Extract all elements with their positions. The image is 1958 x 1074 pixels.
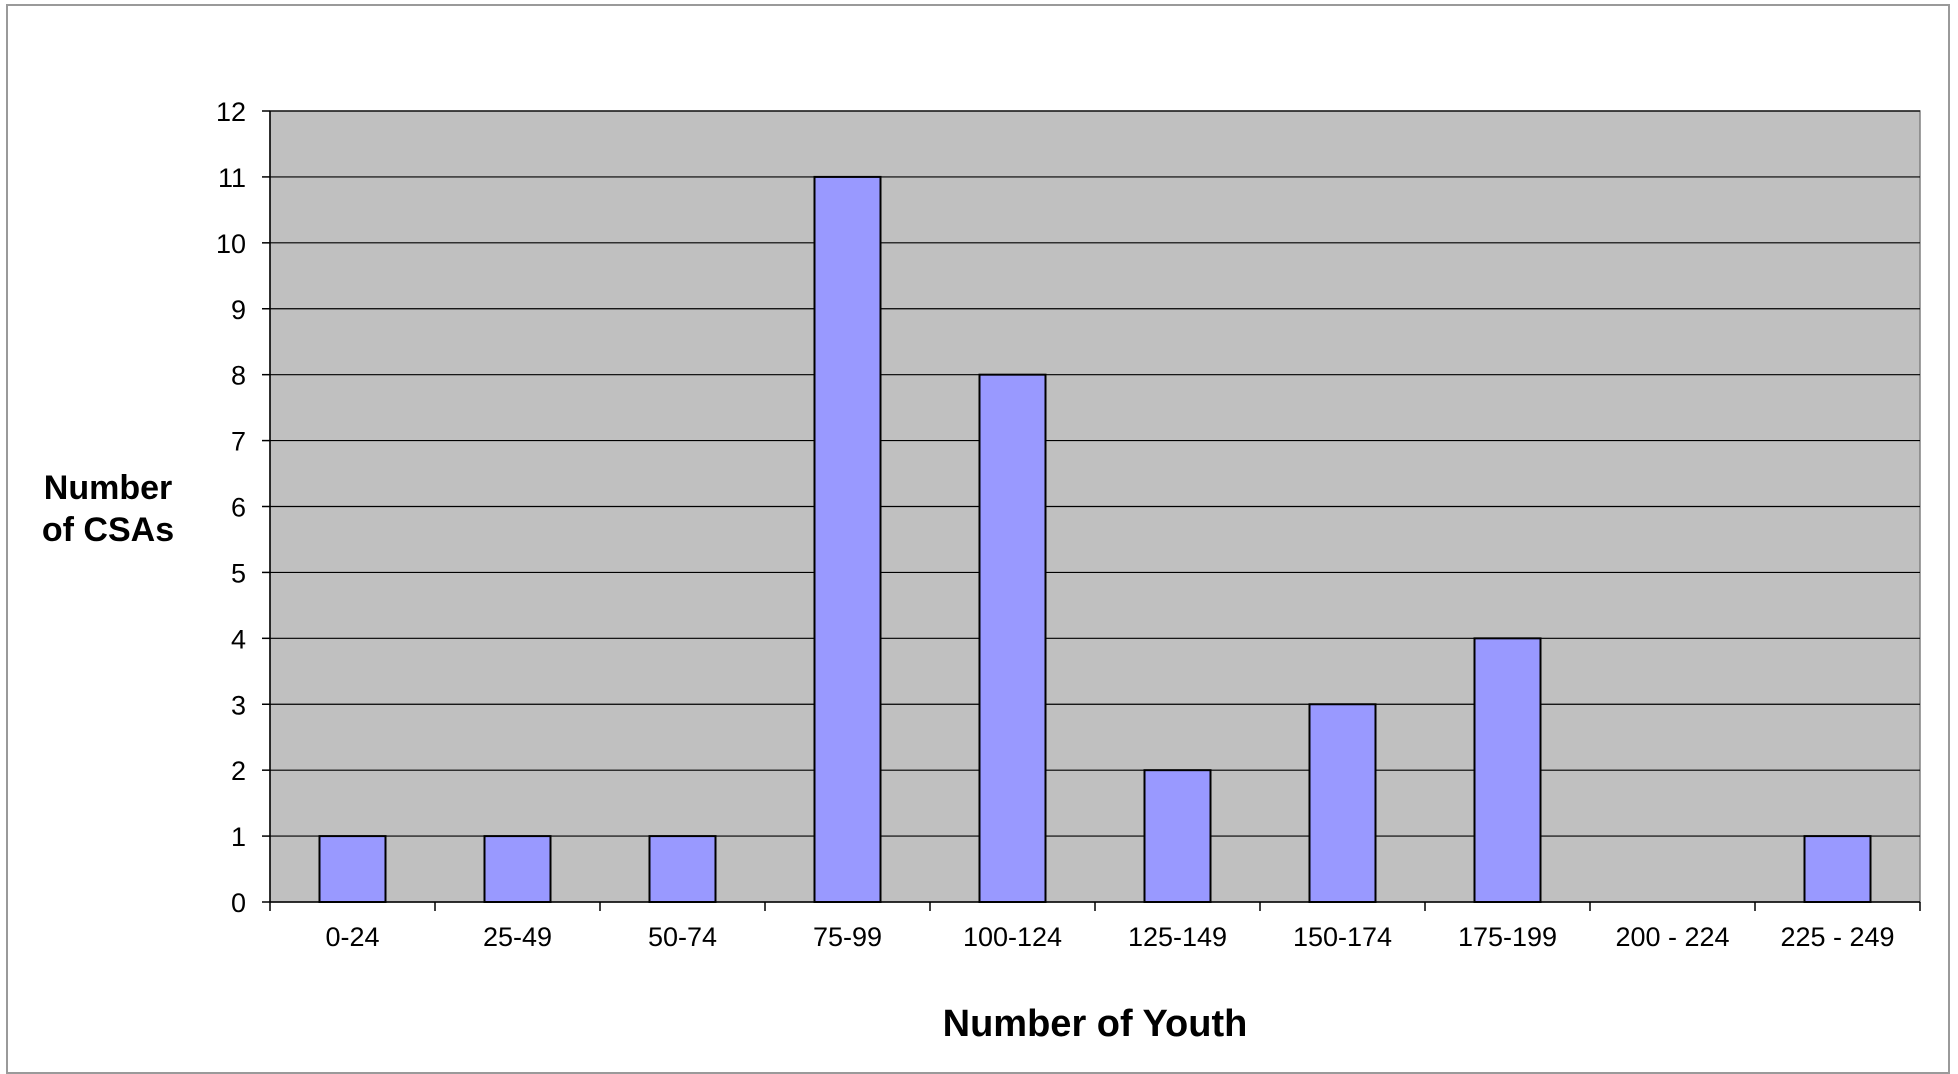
- bar-50-74: [648, 835, 717, 903]
- bar-100-124: [978, 373, 1047, 903]
- y-tick-label: 7: [231, 427, 246, 457]
- y-tick-label: 9: [231, 295, 246, 325]
- bar-75-99: [813, 175, 882, 903]
- x-tick-label: 125-149: [1128, 922, 1227, 952]
- y-tick-label: 8: [231, 361, 246, 391]
- x-tick-label: 75-99: [813, 922, 882, 952]
- x-tick-label: 150-174: [1293, 922, 1392, 952]
- bar-150-174: [1308, 703, 1377, 903]
- x-tick-label: 200 - 224: [1615, 922, 1729, 952]
- x-tick-labels: 0-24 25-49 50-74 75-99 100-124 125-149 150-174…: [325, 922, 1894, 952]
- y-tick-label: 6: [231, 493, 246, 523]
- y-tick-label: 4: [231, 624, 246, 654]
- x-axis-title: Number of Youth: [943, 1003, 1248, 1045]
- y-tick-label: 3: [231, 690, 246, 720]
- x-tick-label: 225 - 249: [1780, 922, 1894, 952]
- x-tick-label: 50-74: [648, 922, 717, 952]
- y-axis-title-line-1: Number: [44, 469, 172, 507]
- x-tick-label: 0-24: [325, 922, 379, 952]
- bar-25-49: [483, 835, 552, 903]
- bar-225-249: [1803, 835, 1872, 903]
- y-tick-label: 0: [231, 888, 246, 918]
- gridlines: [270, 110, 1920, 837]
- y-tick-label: 1: [231, 822, 246, 852]
- y-axis-title-line-2: of CSAs: [42, 511, 174, 549]
- y-tick-label: 5: [231, 558, 246, 588]
- bar-175-199: [1473, 637, 1542, 903]
- y-tick-label: 10: [216, 229, 246, 259]
- y-tick-label: 11: [218, 163, 246, 193]
- x-tick-label: 100-124: [963, 922, 1062, 952]
- x-tick-label: 175-199: [1458, 922, 1557, 952]
- bar-125-149: [1143, 769, 1212, 904]
- y-tick-label: 12: [216, 97, 246, 127]
- x-tick-label: 25-49: [483, 922, 552, 952]
- bar-0-24: [318, 835, 387, 903]
- y-tick-label: 2: [231, 756, 246, 786]
- axes: [262, 110, 1921, 911]
